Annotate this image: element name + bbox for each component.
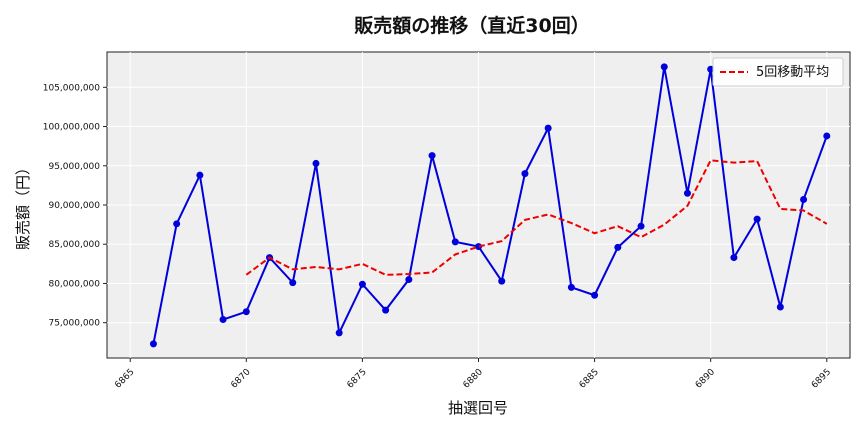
sales-point <box>451 238 459 246</box>
sales-point <box>219 316 227 324</box>
sales-point <box>196 171 204 179</box>
sales-point <box>683 189 691 197</box>
sales-point <box>776 303 784 311</box>
x-axis-ticks: 6865 6870 6875 6880 6885 6890 6895 <box>113 358 833 391</box>
y-axis-ticks: 75,000,000 80,000,000 85,000,000 90,000,000… <box>43 83 107 329</box>
sales-point <box>730 254 738 262</box>
legend-box <box>712 57 844 87</box>
y-tick-label: 95,000,000 <box>48 162 100 172</box>
x-axis-label: 抽選回号 <box>448 399 508 417</box>
x-tick-label: 6880 <box>462 367 485 390</box>
sales-point <box>567 283 575 291</box>
sales-point <box>544 124 552 132</box>
sales-point <box>405 276 413 284</box>
sales-point <box>382 306 390 314</box>
sales-point <box>660 63 668 71</box>
x-tick-label: 6890 <box>694 367 717 390</box>
legend: 5回移動平均 <box>712 57 844 87</box>
y-axis-label: 販売額（円） <box>14 160 32 250</box>
sales-point <box>707 65 715 73</box>
legend-label-moving-average: 5回移動平均 <box>756 65 829 80</box>
chart-title: 販売額の推移（直近30回） <box>354 14 589 37</box>
y-tick-label: 100,000,000 <box>43 123 101 133</box>
sales-point <box>428 152 436 160</box>
x-tick-label: 6895 <box>810 367 833 390</box>
sales-point <box>335 329 343 337</box>
sales-point <box>521 170 529 178</box>
sales-point <box>289 279 297 287</box>
x-tick-label: 6865 <box>113 367 136 390</box>
sales-point <box>242 308 250 316</box>
sales-point <box>800 196 808 204</box>
sales-point <box>358 280 366 288</box>
y-tick-label: 105,000,000 <box>43 83 101 93</box>
sales-point <box>498 277 506 285</box>
series-layer <box>149 63 831 348</box>
y-tick-label: 85,000,000 <box>48 240 100 250</box>
sales-point <box>173 220 181 228</box>
x-tick-label: 6875 <box>346 367 369 390</box>
sales-point <box>614 243 622 251</box>
y-tick-label: 80,000,000 <box>48 279 100 289</box>
y-tick-label: 90,000,000 <box>48 201 100 211</box>
sales-point <box>312 159 320 167</box>
sales-point <box>823 132 831 140</box>
sales-point <box>149 340 157 348</box>
x-tick-label: 6885 <box>578 367 601 390</box>
sales-point <box>753 215 761 223</box>
x-tick-label: 6870 <box>229 367 252 390</box>
sales-point <box>637 222 645 230</box>
sales-line <box>152 66 828 345</box>
y-tick-label: 75,000,000 <box>48 319 100 329</box>
sales-point <box>591 291 599 299</box>
sales-point <box>475 243 482 251</box>
moving-average-line <box>245 159 828 276</box>
